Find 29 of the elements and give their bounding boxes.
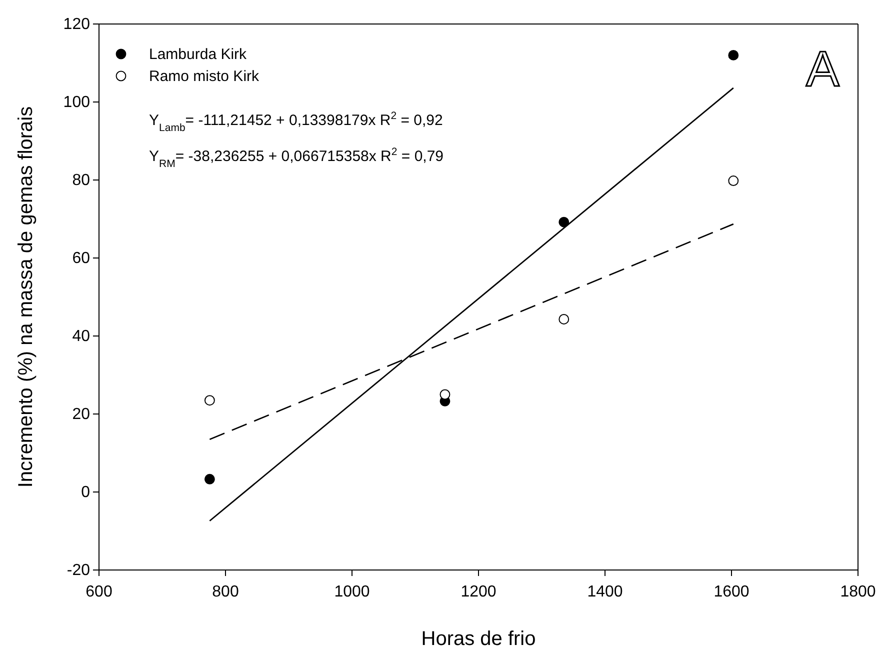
x-tick-label: 1400 [587, 584, 623, 601]
x-tick-label: 1200 [460, 584, 496, 601]
y-tick-label: 100 [63, 94, 90, 112]
y-tick-label: 120 [63, 16, 90, 34]
legend-label: Lamburda Kirk [149, 46, 248, 63]
x-tick-label: 1800 [840, 584, 876, 601]
point [558, 216, 570, 228]
point [440, 389, 450, 400]
x-tick-label: 800 [212, 584, 239, 601]
y-tick-label: -20 [66, 562, 90, 580]
point [558, 314, 570, 324]
annotation: Y$_{RM}$= -38,236255 + 0,066715358x R$^{2}$ = 0,79 [149, 146, 444, 170]
annotation: A [806, 41, 840, 97]
x-axis-title: Horas de frio [421, 628, 536, 650]
x-tick-label: 600 [86, 584, 112, 601]
point [728, 50, 739, 60]
y-tick-label: 20 [72, 406, 90, 424]
legend-label: Ramo misto Kirk [149, 68, 260, 85]
point [728, 176, 739, 186]
annotation: Y$_{Lamb}$= -111,21452 + 0,13398179x R$^{2}$ = 0,92 [149, 110, 443, 134]
x-tick-label: 1600 [714, 584, 750, 601]
y-tick-label: 40 [72, 328, 90, 346]
y-tick-label: 80 [72, 172, 90, 190]
point [204, 474, 215, 484]
point [204, 395, 215, 406]
y-axis-title: Incremento (%) na massa de gemas florais [15, 106, 37, 488]
x-tick-label: 1000 [334, 584, 370, 601]
y-tick-label: 60 [72, 250, 90, 268]
y-tick-label: 0 [81, 484, 90, 502]
